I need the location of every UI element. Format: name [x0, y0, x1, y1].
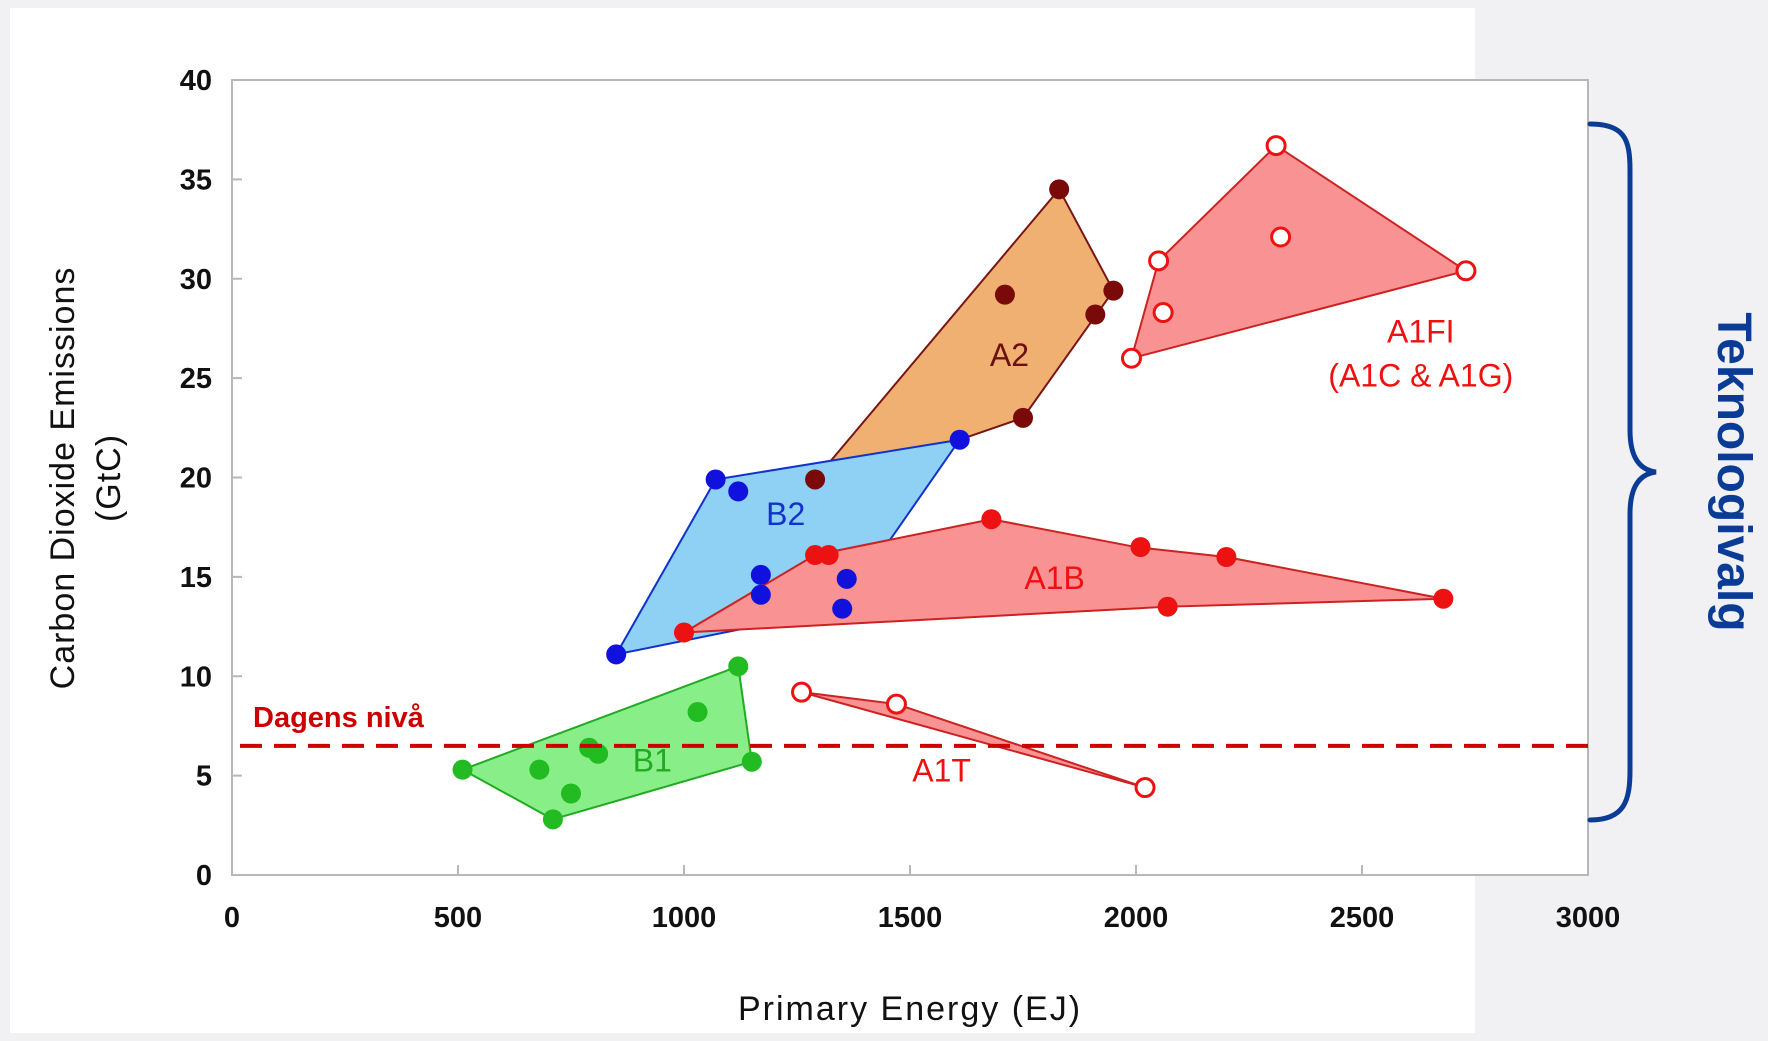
point-b2 — [606, 644, 627, 665]
point-a2 — [805, 469, 826, 490]
y-axis-title: Carbon Dioxide Emissions (GtC) — [44, 267, 128, 690]
x-tick-label: 3000 — [1556, 902, 1621, 934]
y-tick-label: 30 — [180, 264, 212, 296]
point-b1 — [452, 759, 473, 780]
y-tick-label: 25 — [180, 363, 212, 395]
point-a1b — [1433, 588, 1454, 609]
point-b1 — [542, 809, 563, 830]
x-tick-label: 1000 — [652, 902, 717, 934]
point-b1 — [561, 783, 581, 804]
point-b2 — [832, 598, 853, 619]
point-a2 — [1013, 407, 1033, 428]
label-a1t: A1T — [912, 753, 971, 789]
x-tick-label: 0 — [224, 902, 240, 934]
y-tick-label: 35 — [180, 164, 212, 196]
current-level-label: Dagens nivå — [253, 702, 425, 734]
label-a1fi-sub: (A1C & A1G) — [1328, 357, 1513, 393]
point-a1fi — [1455, 260, 1477, 282]
point-a1t — [1134, 777, 1156, 799]
point-a1b — [1130, 537, 1151, 558]
point-a1fi — [1265, 135, 1287, 157]
point-a1t — [791, 681, 813, 703]
label-b2: B2 — [766, 496, 805, 532]
scenario-points — [452, 135, 1477, 830]
label-a1b: A1B — [1024, 560, 1084, 596]
scenario-regions — [461, 144, 1467, 821]
point-a1fi — [1120, 347, 1142, 369]
y-tick-label: 20 — [180, 463, 212, 495]
y-tick-label: 40 — [180, 65, 212, 97]
y-axis-ticks: 0 5 10 15 20 25 30 35 40 — [180, 65, 242, 892]
y-tick-label: 0 — [196, 860, 212, 892]
label-a2: A2 — [990, 337, 1029, 373]
point-a2 — [1049, 179, 1070, 200]
point-b2 — [836, 568, 857, 589]
point-b2 — [705, 469, 726, 490]
label-a1fi: A1FI — [1387, 313, 1455, 349]
x-axis-ticks: 0 500 1000 1500 2000 2500 3000 — [224, 865, 1620, 934]
point-a1t — [885, 693, 907, 715]
point-b1 — [741, 751, 762, 772]
point-b2 — [750, 564, 771, 585]
point-a2 — [994, 284, 1015, 305]
x-tick-label: 2500 — [1330, 902, 1395, 934]
y-tick-label: 5 — [196, 761, 212, 793]
point-b1 — [728, 656, 749, 677]
region-a1t — [800, 691, 1147, 789]
point-a1fi — [1152, 302, 1174, 324]
x-tick-label: 500 — [434, 902, 482, 934]
point-a2 — [1085, 304, 1106, 325]
label-b1: B1 — [633, 743, 672, 779]
y-axis-title-line1: Carbon Dioxide Emissions — [44, 267, 82, 690]
scenario-labels: A2 B2 A1B A1FI (A1C & A1G) A1T B1 — [633, 313, 1513, 788]
curly-brace-icon — [1587, 121, 1657, 823]
x-tick-label: 2000 — [1104, 902, 1169, 934]
point-b1 — [529, 759, 550, 780]
point-a1b — [818, 545, 839, 566]
point-a1b — [981, 509, 1002, 530]
point-a1b — [674, 622, 694, 643]
y-axis-title-line2: (GtC) — [90, 434, 128, 522]
point-a1b — [1216, 547, 1237, 567]
point-a1fi — [1270, 226, 1292, 248]
x-axis-title: Primary Energy (EJ) — [738, 990, 1082, 1028]
y-tick-label: 10 — [180, 661, 212, 693]
region-a1b — [683, 518, 1445, 634]
point-a1fi — [1148, 250, 1170, 272]
point-b2 — [750, 584, 771, 605]
point-a1b — [1157, 596, 1178, 617]
point-b1 — [687, 702, 708, 723]
y-tick-label: 15 — [180, 562, 212, 594]
x-tick-label: 1500 — [878, 902, 943, 934]
bracket-label: Teknologivalg — [1707, 312, 1760, 631]
point-b2 — [949, 429, 970, 450]
point-a2 — [1103, 280, 1124, 301]
point-b2 — [728, 481, 749, 502]
point-b1 — [588, 743, 609, 764]
